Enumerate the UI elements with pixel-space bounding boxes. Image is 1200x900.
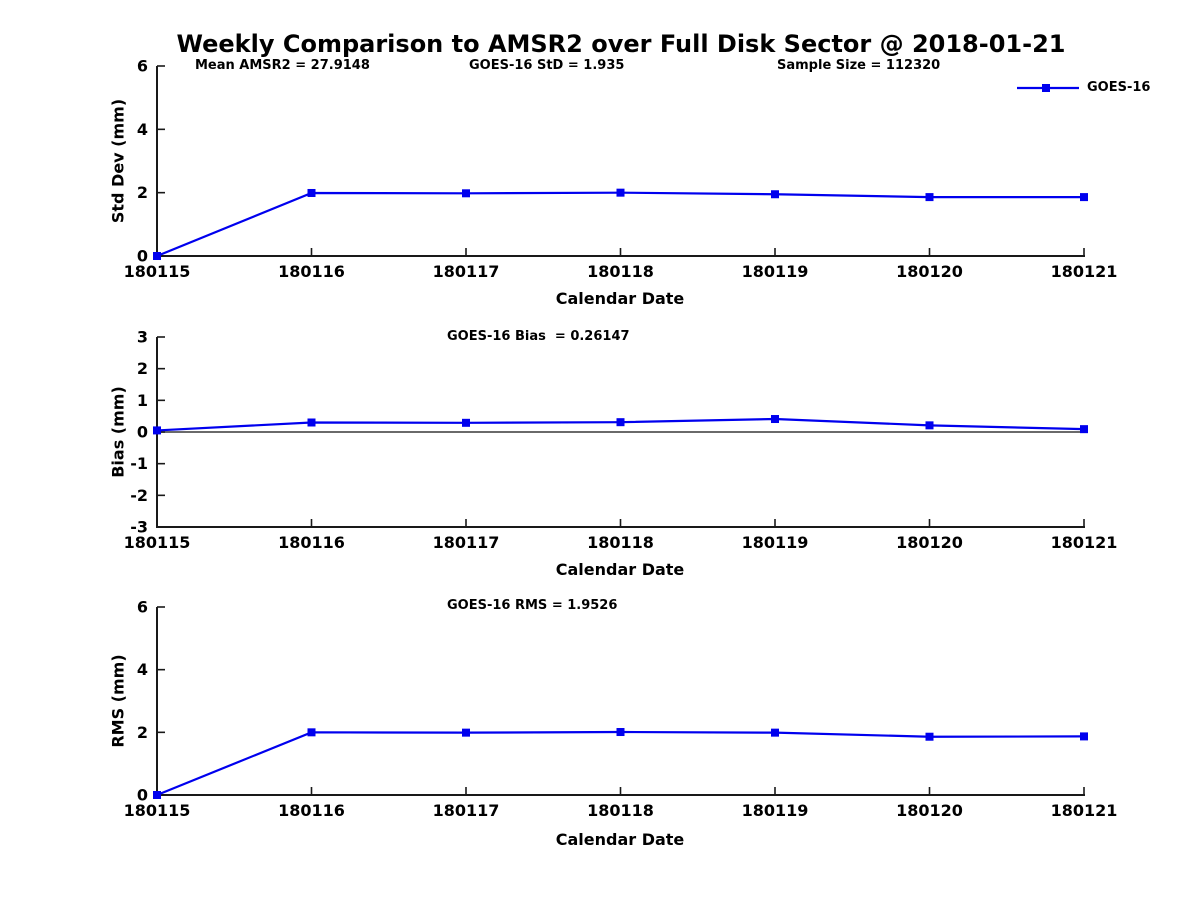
- x-tick-label: 180121: [1051, 533, 1118, 552]
- x-tick-label: 180119: [742, 262, 809, 281]
- y-tick-label: 6: [137, 57, 148, 76]
- x-tick-label: 180120: [896, 533, 963, 552]
- x-tick-label: 180116: [278, 801, 345, 820]
- data-point-marker: [1080, 732, 1088, 741]
- data-point-marker: [153, 252, 161, 260]
- data-point-marker: [925, 421, 934, 430]
- legend-line-marker: [1017, 84, 1079, 92]
- xlabel-bias: Calendar Date: [555, 560, 685, 579]
- data-point-marker: [153, 426, 161, 435]
- figure-title: Weekly Comparison to AMSR2 over Full Dis…: [176, 30, 1066, 58]
- y-tick-label: -2: [130, 486, 148, 505]
- y-tick-label: 0: [137, 423, 148, 442]
- x-tick-label: 180115: [124, 533, 191, 552]
- series-line: [156, 191, 1084, 258]
- y-tick-label: 0: [137, 247, 148, 266]
- annotation-goes16-bias: GOES-16 Bias = 0.26147: [447, 329, 630, 344]
- y-tick-label: 2: [137, 359, 148, 378]
- data-point-marker: [771, 415, 779, 424]
- x-tick-label: 180116: [278, 533, 345, 552]
- x-tick-label: 180118: [587, 801, 654, 820]
- x-tick-label: 180118: [587, 533, 654, 552]
- x-tick-label: 180115: [124, 801, 191, 820]
- x-tick-label: 180119: [742, 801, 809, 820]
- ylabel-bias: Bias (mm): [108, 386, 128, 478]
- x-tick-label: 180117: [433, 801, 500, 820]
- data-point-marker: [307, 188, 316, 197]
- series-line: [156, 730, 1085, 797]
- legend-label: GOES-16: [1087, 80, 1151, 95]
- data-point-marker: [771, 728, 779, 737]
- xlabel-rms: Calendar Date: [555, 830, 685, 849]
- y-tick-label: 6: [137, 598, 148, 617]
- y-tick-label: 2: [137, 183, 148, 202]
- legend-marker: [1042, 84, 1050, 92]
- ylabel-rms: RMS (mm): [108, 654, 128, 748]
- x-tick-label: 180121: [1051, 801, 1118, 820]
- data-point-marker: [307, 728, 316, 737]
- y-tick-label: 0: [137, 786, 148, 805]
- annotation-mean-amsr2: Mean AMSR2 = 27.9148: [195, 58, 370, 73]
- data-point-marker: [771, 190, 779, 199]
- data-point-marker: [153, 791, 161, 799]
- x-tick-label: 180116: [278, 262, 345, 281]
- y-tick-label: -3: [130, 518, 148, 537]
- y-tick-label: 4: [137, 120, 148, 139]
- data-point-marker: [616, 728, 625, 737]
- data-point-marker: [616, 418, 625, 427]
- x-tick-label: 180120: [896, 801, 963, 820]
- x-tick-label: 180119: [742, 533, 809, 552]
- data-point-marker: [616, 188, 625, 197]
- annotation-sample-size: Sample Size = 112320: [777, 58, 941, 73]
- data-point-marker: [1080, 425, 1088, 434]
- x-tick-label: 180115: [124, 262, 191, 281]
- x-tick-label: 180118: [587, 262, 654, 281]
- data-point-marker: [462, 189, 470, 198]
- y-tick-label: 4: [137, 660, 148, 679]
- annotation-goes16-std: GOES-16 StD = 1.935: [469, 58, 625, 73]
- x-tick-label: 180120: [896, 262, 963, 281]
- ylabel-std-dev: Std Dev (mm): [108, 98, 128, 224]
- xlabel-std-dev: Calendar Date: [555, 289, 685, 308]
- subplot-rms: 0 2 4 6 180115 180116 180117 180118 180119 180120…: [124, 598, 1118, 821]
- y-tick-label: -1: [130, 454, 148, 473]
- data-point-marker: [925, 193, 934, 202]
- subplot-std-dev: 0 2 4 6 180115 180116 180117 180118 180119 180120…: [124, 57, 1118, 282]
- data-point-marker: [462, 418, 470, 427]
- x-tick-label: 180117: [433, 262, 500, 281]
- y-tick-label: 2: [137, 723, 148, 742]
- data-point-marker: [307, 418, 316, 427]
- annotation-goes16-rms: GOES-16 RMS = 1.9526: [447, 598, 618, 613]
- data-point-marker: [1080, 193, 1088, 202]
- y-tick-label: 1: [137, 391, 148, 410]
- x-tick-label: 180117: [433, 533, 500, 552]
- y-tick-label: 3: [137, 328, 148, 347]
- x-tick-label: 180121: [1051, 262, 1118, 281]
- data-point-marker: [925, 732, 934, 741]
- data-point-marker: [462, 728, 470, 737]
